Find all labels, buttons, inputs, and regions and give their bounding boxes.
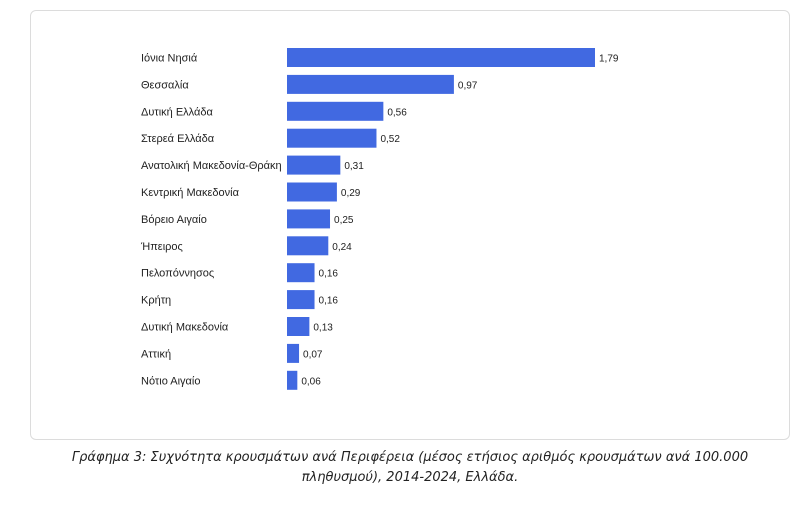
bar-row: Ανατολική Μακεδονία-Θράκη 0,31 [141, 155, 364, 175]
category-label: Δυτική Ελλάδα [141, 106, 213, 118]
value-label: 0,16 [319, 296, 339, 307]
bar [287, 101, 384, 121]
category-label: Κρήτη [141, 295, 171, 307]
value-label: 0,16 [319, 269, 339, 280]
category-label: Ήπειρος [140, 241, 183, 253]
value-label: 0,25 [334, 215, 354, 226]
value-label: 0,07 [303, 349, 323, 360]
bar-row: Δυτική Ελλάδα 0,56 [141, 101, 407, 121]
bar [287, 263, 315, 283]
bar [287, 128, 377, 148]
category-label: Κεντρική Μακεδονία [141, 187, 240, 199]
bar-row: Κεντρική Μακεδονία 0,29 [141, 182, 361, 202]
bar-row: Κρήτη 0,16 [141, 290, 339, 310]
bar [287, 370, 298, 390]
category-label: Αττική [141, 348, 171, 360]
value-label: 0,97 [458, 80, 478, 91]
bar-row: Θεσσαλία 0,97 [141, 74, 478, 94]
value-label: 0,24 [332, 242, 352, 253]
bar-row: Βόρειο Αιγαίο 0,25 [141, 209, 354, 229]
figure-caption: Γράφημα 3: Συχνότητα κρουσμάτων ανά Περι… [71, 450, 749, 485]
category-label: Δυτική Μακεδονία [141, 322, 229, 334]
bar-row: Στερεά Ελλάδα 0,52 [141, 128, 400, 148]
category-label: Νότιο Αιγαίο [141, 375, 200, 387]
value-label: 0,52 [380, 134, 400, 145]
bar-row: Αττική 0,07 [141, 343, 323, 363]
bar [287, 209, 331, 229]
bar [287, 74, 454, 94]
value-label: 0,31 [344, 161, 364, 172]
bar-row: Δυτική Μακεδονία 0,13 [141, 317, 333, 336]
category-label: Ιόνια Νησιά [141, 53, 198, 65]
bar [287, 48, 595, 67]
chart-card: Ιόνια Νησιά 1,79 Θεσσαλία 0,97 Δυτική Ελλάδα… [30, 10, 790, 440]
bar [287, 182, 337, 202]
bar [287, 290, 315, 310]
category-label: Στερεά Ελλάδα [141, 133, 215, 145]
category-label: Ανατολική Μακεδονία-Θράκη [141, 160, 282, 172]
category-label: Θεσσαλία [141, 79, 189, 91]
bar [287, 343, 300, 363]
bar [287, 317, 310, 336]
value-label: 0,56 [387, 107, 407, 118]
bar-row: Ήπειρος 0,24 [140, 236, 352, 256]
value-label: 1,79 [599, 54, 619, 65]
bar-chart: Ιόνια Νησιά 1,79 Θεσσαλία 0,97 Δυτική Ελλάδα… [140, 48, 619, 390]
value-label: 0,13 [313, 323, 333, 334]
category-label: Πελοπόννησος [141, 268, 214, 280]
bar-row: Νότιο Αιγαίο 0,06 [141, 370, 321, 390]
value-label: 0,06 [301, 376, 321, 387]
bar-row: Ιόνια Νησιά 1,79 [141, 48, 619, 67]
category-label: Βόρειο Αιγαίο [141, 214, 207, 226]
bar [287, 236, 329, 256]
value-label: 0,29 [341, 188, 361, 199]
bar-row: Πελοπόννησος 0,16 [141, 263, 339, 283]
bar [287, 155, 341, 175]
